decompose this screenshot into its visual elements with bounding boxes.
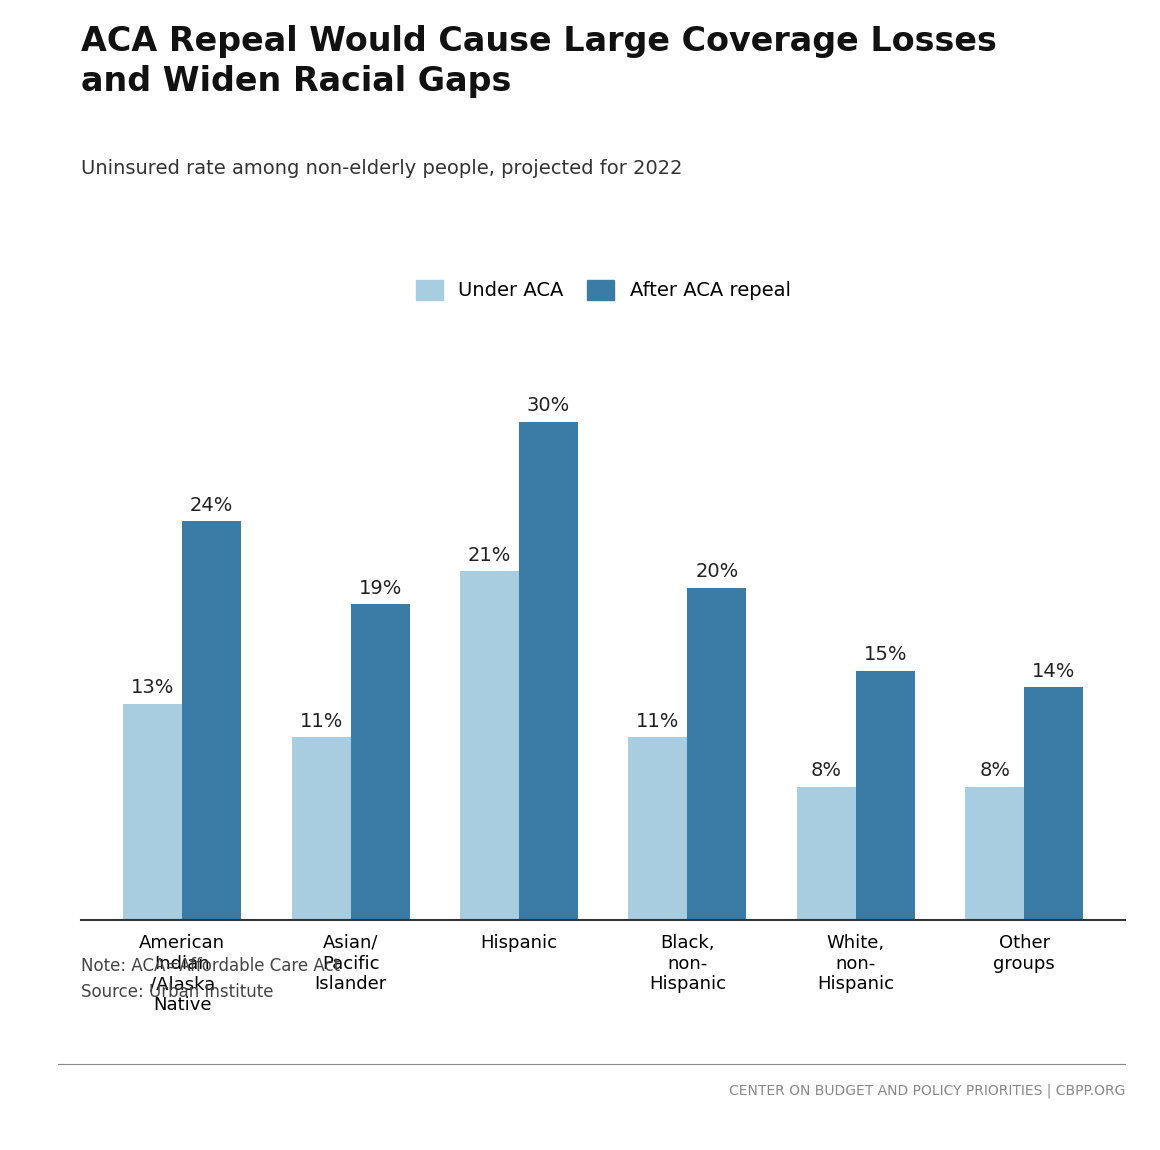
Text: 20%: 20% [695,562,739,581]
Text: 21%: 21% [467,545,512,565]
Text: 8%: 8% [811,761,842,781]
Bar [291,737,350,920]
Text: 19%: 19% [358,578,401,598]
Bar [350,605,409,920]
Text: Note: ACA=Affordable Care Act: Note: ACA=Affordable Care Act [81,957,340,975]
Bar [797,787,856,920]
Text: CENTER ON BUDGET AND POLICY PRIORITIES | CBPP.ORG: CENTER ON BUDGET AND POLICY PRIORITIES |… [728,1083,1125,1098]
Bar [965,787,1024,920]
Bar [1024,688,1083,920]
Text: 11%: 11% [299,712,343,730]
Text: Uninsured rate among non-elderly people, projected for 2022: Uninsured rate among non-elderly people,… [81,159,683,178]
Bar [182,521,241,920]
Bar [461,572,519,920]
Text: 15%: 15% [863,645,907,665]
Text: Source: Urban Institute: Source: Urban Institute [81,983,274,1002]
Bar [629,737,688,920]
Text: 24%: 24% [190,496,233,515]
Text: ACA Repeal Would Cause Large Coverage Losses
and Widen Racial Gaps: ACA Repeal Would Cause Large Coverage Lo… [81,25,998,98]
Bar [856,670,915,920]
Legend: Under ACA, After ACA repeal: Under ACA, After ACA repeal [415,279,791,300]
Bar [688,588,746,920]
Text: 8%: 8% [979,761,1010,781]
Text: 13%: 13% [131,678,174,697]
Text: 30%: 30% [527,396,570,415]
Bar [519,422,578,920]
Text: 14%: 14% [1032,661,1075,681]
Bar [123,704,182,920]
Text: 11%: 11% [636,712,680,730]
